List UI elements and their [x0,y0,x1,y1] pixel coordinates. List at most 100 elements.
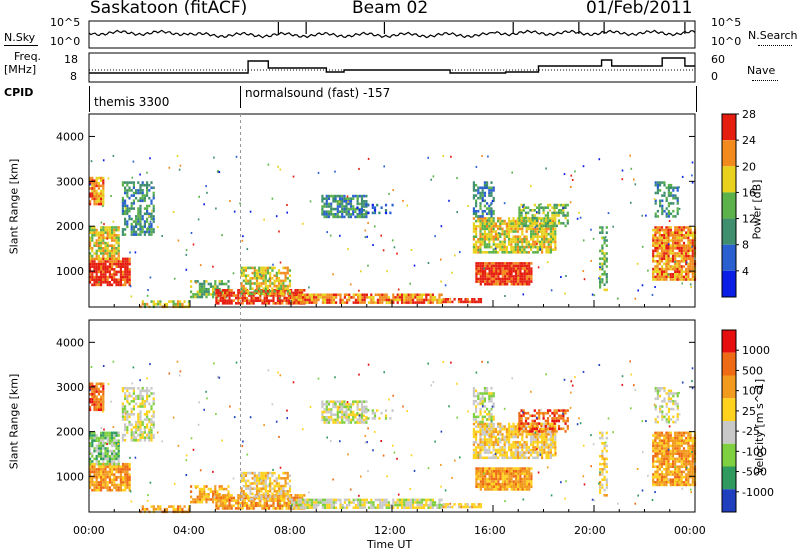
echo-cell [249,277,252,280]
echo-cell [122,465,125,469]
echo-cell [630,201,632,204]
echo-cell [324,293,327,297]
echo-cell [660,260,664,263]
echo-cell [93,195,96,198]
echo-cell [106,226,109,229]
echo-cell [392,293,395,297]
echo-cell [115,257,118,260]
echo-cell [467,204,469,207]
echo-cell [255,482,259,485]
echo-cell [97,405,100,409]
echo-cell [479,503,483,506]
echo-cell [223,282,226,286]
echo-cell [497,264,500,268]
echo-cell [284,287,287,290]
echo-cell [264,282,267,285]
echo-cell [247,487,250,490]
echo-cell [219,504,222,508]
echo-cell [217,299,220,302]
echo-cell [117,483,120,487]
echo-cell [100,398,103,401]
echo-cell [95,462,98,466]
echo-cell [486,212,489,216]
echo-cell [488,440,491,444]
echo-cell [658,252,661,255]
echo-cell [410,249,413,251]
echo-cell [652,273,655,276]
echo-cell [264,477,267,480]
echo-cell [475,189,478,192]
echo-cell [93,262,96,266]
echo-cell [104,475,107,479]
echo-cell [308,301,311,304]
echo-cell [457,298,461,301]
echo-cell [652,236,655,240]
echo-cell [438,296,441,299]
echo-cell [517,276,520,279]
echo-cell [275,277,278,280]
echo-cell [259,504,262,508]
echo-cell [689,247,692,250]
echo-cell [146,410,149,413]
echo-cell [488,267,491,270]
echo-cell [126,278,129,281]
echo-cell [663,270,666,273]
echo-cell [685,252,688,255]
echo-cell [352,205,355,208]
echo-cell [97,278,100,281]
echo-cell [108,236,111,240]
echo-cell [677,201,679,204]
echo-cell [102,392,105,396]
echo-cell [483,222,486,225]
echo-cell [654,267,657,271]
echo-cell [141,389,144,393]
echo-cell [126,473,129,476]
echo-cell [91,265,94,268]
echo-cell [416,506,419,509]
echo-cell [373,209,377,212]
echo-cell [407,501,410,504]
echo-cell [313,498,316,502]
echo-cell [365,418,368,422]
echo-cell [605,257,608,260]
echo-cell [336,400,339,403]
echo-cell [374,506,377,509]
echo-cell [321,416,324,419]
echo-cell [117,439,120,442]
echo-cell [656,181,659,184]
echo-cell [327,213,331,216]
echo-cell [488,186,491,190]
echo-cell [149,220,152,223]
echo-cell [517,482,520,486]
echo-cell [325,405,328,409]
echo-cell [97,455,100,458]
echo-cell [549,248,552,251]
echo-cell [332,498,335,502]
echo-cell [286,269,289,272]
echo-cell [150,405,153,408]
echo-cell [247,266,250,270]
echo-cell [338,410,342,414]
echo-cell [130,204,133,208]
echo-cell [91,455,94,458]
echo-cell [497,480,500,483]
echo-cell [495,282,498,286]
echo-cell [132,233,135,236]
echo-cell [361,298,364,302]
echo-cell [379,293,382,297]
echo-cell [680,275,683,279]
echo-cell [687,252,690,255]
echo-cell [129,251,131,254]
echo-cell [285,507,288,510]
echo-cell [91,236,94,240]
echo-cell [148,436,151,439]
echo-cell [286,474,289,477]
echo-cell [665,231,668,234]
echo-cell [111,449,114,453]
echo-cell [332,298,335,302]
echo-cell [108,465,111,469]
echo-cell [104,270,107,274]
echo-cell [477,215,480,218]
echo-cell [501,227,504,231]
echo-cell [299,503,302,507]
